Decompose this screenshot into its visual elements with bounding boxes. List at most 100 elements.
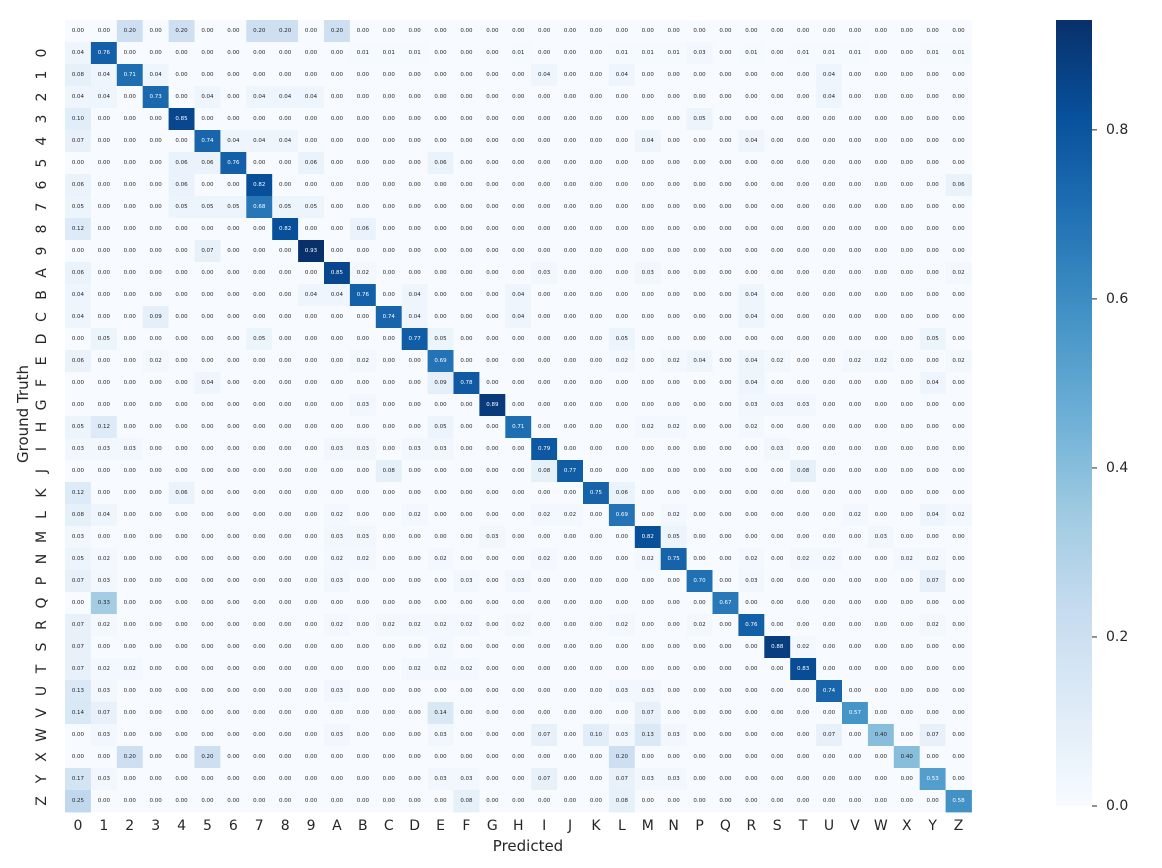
heatmap-cell: [867, 460, 895, 483]
heatmap-cell-value: 0.00: [486, 490, 499, 496]
heatmap-cell: [919, 526, 946, 549]
heatmap-cell-value: 0.00: [486, 380, 499, 386]
heatmap-cell-value: 0.00: [460, 468, 473, 474]
heatmap-cell-value: 0.77: [564, 468, 577, 474]
heatmap-cell: [557, 350, 584, 373]
heatmap-cell-value: 0.00: [227, 776, 240, 782]
heatmap-cell: [298, 548, 325, 571]
heatmap-cell: [427, 416, 454, 439]
heatmap-cell: [686, 86, 713, 109]
heatmap-cell: [90, 86, 118, 109]
heatmap-cell-value: 0.00: [227, 534, 240, 540]
heatmap-cell: [893, 592, 921, 615]
heatmap-cell-value: 0.00: [279, 446, 292, 452]
heatmap-cell-value: 0.08: [72, 512, 85, 518]
heatmap-cell-value: 0.00: [564, 226, 577, 232]
heatmap-cell: [583, 658, 610, 681]
heatmap-cell: [867, 108, 895, 131]
heatmap-cell: [686, 196, 713, 219]
heatmap-cell: [790, 460, 817, 483]
y-tick-label: K: [34, 488, 50, 498]
heatmap-cell-value: 0.03: [124, 446, 137, 452]
heatmap-cell-value: 0.00: [175, 358, 188, 364]
heatmap-cell-value: 0.00: [512, 710, 525, 716]
heatmap-cell: [453, 592, 480, 615]
heatmap-cell-value: 0.00: [253, 160, 266, 166]
heatmap-cell: [220, 460, 247, 483]
heatmap-cell-value: 0.07: [72, 644, 85, 650]
heatmap-cell: [919, 680, 946, 703]
heatmap-cell-value: 0.00: [409, 710, 422, 716]
heatmap-cell: [919, 86, 946, 109]
heatmap-cell-value: 0.00: [357, 116, 370, 122]
heatmap-cell-value: 0.00: [927, 116, 940, 122]
heatmap-cell: [531, 350, 558, 373]
heatmap-cell-value: 0.00: [357, 710, 370, 716]
heatmap-cell: [531, 86, 558, 109]
heatmap-cell: [349, 548, 377, 571]
heatmap-cell-value: 0.00: [719, 468, 732, 474]
heatmap-cell: [531, 526, 558, 549]
heatmap-cell: [634, 196, 662, 219]
heatmap-cell: [660, 702, 687, 725]
heatmap-cell: [453, 790, 480, 813]
heatmap-cell-value: 0.00: [719, 534, 732, 540]
heatmap-cell-value: 0.00: [590, 446, 603, 452]
heatmap-cell: [583, 636, 610, 659]
heatmap-cell-value: 0.00: [745, 754, 758, 760]
heatmap-cell: [375, 438, 403, 461]
heatmap-cell: [168, 504, 195, 527]
heatmap-cell: [453, 702, 480, 725]
heatmap-cell: [816, 460, 843, 483]
heatmap-cell: [816, 680, 843, 703]
heatmap-cell: [867, 570, 895, 593]
heatmap-cell-value: 0.00: [952, 666, 965, 672]
heatmap-cell-value: 0.00: [590, 138, 603, 144]
heatmap-cell-value: 0.00: [901, 160, 914, 166]
heatmap-cell-value: 0.00: [383, 446, 396, 452]
heatmap-cell: [453, 526, 480, 549]
heatmap-cell-value: 0.00: [175, 732, 188, 738]
heatmap-cell: [401, 20, 428, 43]
heatmap-cell: [116, 262, 144, 285]
heatmap-cell-value: 0.00: [383, 556, 396, 562]
heatmap-cell-value: 0.00: [693, 226, 706, 232]
heatmap-cell-value: 0.00: [227, 578, 240, 584]
heatmap-cell: [634, 790, 662, 813]
heatmap-cell-value: 0.00: [175, 72, 188, 78]
heatmap-cell-value: 0.02: [823, 556, 835, 562]
heatmap-cell: [375, 768, 403, 791]
heatmap-cell: [842, 64, 869, 87]
heatmap-cell-value: 0.00: [823, 358, 836, 364]
heatmap-cell: [324, 152, 351, 175]
heatmap-cell: [168, 152, 195, 175]
heatmap-cell: [608, 108, 636, 131]
heatmap-cell: [427, 350, 454, 373]
heatmap-cell: [634, 306, 662, 329]
heatmap-cell: [634, 570, 662, 593]
heatmap-cell-value: 0.00: [124, 248, 137, 254]
heatmap-cell: [531, 570, 558, 593]
heatmap-cell-value: 0.00: [719, 776, 732, 782]
heatmap-cell-value: 0.00: [512, 688, 525, 694]
heatmap-cell: [272, 306, 299, 329]
heatmap-cell: [349, 196, 377, 219]
heatmap-cell-value: 0.00: [590, 358, 603, 364]
heatmap-cell-value: 0.01: [383, 50, 395, 56]
x-tick-label: J: [567, 818, 572, 834]
heatmap-cell-value: 0.00: [952, 424, 965, 430]
heatmap-cell: [272, 658, 299, 681]
heatmap-cell: [401, 504, 428, 527]
heatmap-cell: [168, 64, 195, 87]
heatmap-cell: [842, 768, 869, 791]
heatmap-cell: [660, 218, 687, 241]
heatmap-cell-value: 0.00: [745, 226, 758, 232]
heatmap-cell-value: 0.00: [745, 182, 758, 188]
heatmap-cell: [712, 262, 739, 285]
heatmap-cell: [531, 20, 558, 43]
heatmap-cell-value: 0.00: [590, 270, 603, 276]
x-tick-label: M: [642, 818, 654, 834]
heatmap-cell: [816, 548, 843, 571]
heatmap-cell: [246, 350, 273, 373]
heatmap-cell: [298, 64, 325, 87]
